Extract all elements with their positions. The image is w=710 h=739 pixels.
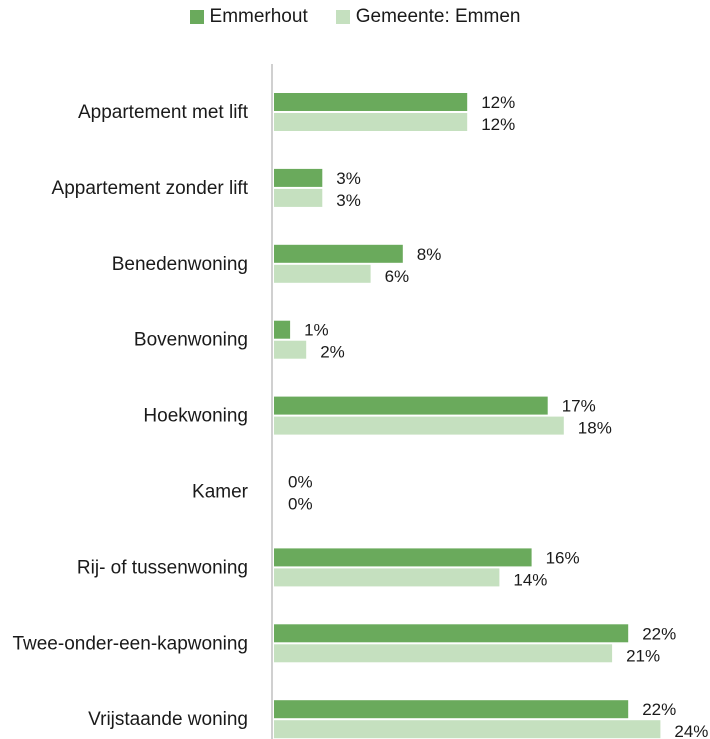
bar-emmerhout: [274, 244, 403, 263]
category-label: Appartement zonder lift: [52, 178, 249, 199]
data-label: 0%: [288, 473, 313, 492]
category-label: Vrijstaande woning: [88, 709, 248, 730]
bar-emmerhout: [274, 624, 629, 643]
bar-gemeente-emmen: [274, 340, 307, 359]
category-label: Twee-onder-een-kapwoning: [12, 633, 248, 654]
data-label: 12%: [481, 93, 515, 112]
data-label: 8%: [417, 245, 442, 264]
legend-label-emmerhout: Emmerhout: [209, 6, 308, 27]
legend-item-gemeente-emmen: Gemeente: Emmen: [335, 6, 521, 28]
legend-item-emmerhout: Emmerhout: [189, 6, 308, 28]
data-label: 14%: [513, 570, 547, 589]
bar-emmerhout: [274, 548, 532, 567]
bar-emmerhout: [274, 168, 323, 187]
data-label: 2%: [320, 343, 345, 362]
bar-emmerhout: [274, 396, 548, 415]
category-label: Rij- of tussenwoning: [77, 557, 248, 578]
bar-emmerhout: [274, 700, 629, 719]
data-label: 16%: [546, 548, 580, 567]
legend-swatch-emmerhout: [189, 10, 204, 24]
bar-gemeente-emmen: [274, 568, 500, 587]
data-label: 1%: [304, 321, 329, 340]
legend-swatch-gemeente-emmen: [335, 10, 350, 24]
data-label: 17%: [562, 397, 596, 416]
category-label: Kamer: [192, 482, 249, 503]
data-label: 18%: [578, 419, 612, 438]
data-label: 24%: [674, 722, 708, 739]
data-label: 22%: [642, 700, 676, 719]
bar-gemeente-emmen: [274, 416, 564, 435]
bar-emmerhout: [274, 320, 291, 339]
data-label: 3%: [336, 191, 361, 210]
bar-emmerhout: [274, 93, 468, 111]
data-label: 3%: [336, 169, 361, 188]
data-label: 22%: [642, 624, 676, 643]
bar-gemeente-emmen: [274, 720, 661, 739]
data-label: 0%: [288, 495, 313, 514]
bar-gemeente-emmen: [274, 113, 468, 131]
legend: Emmerhout Gemeente: Emmen: [0, 6, 710, 28]
data-label: 21%: [626, 646, 660, 665]
bar-gemeente-emmen: [274, 188, 323, 207]
category-label: Appartement met lift: [78, 102, 249, 123]
category-label: Hoekwoning: [143, 406, 248, 427]
data-label: 6%: [385, 267, 410, 286]
legend-label-gemeente-emmen: Gemeente: Emmen: [355, 6, 521, 27]
bar-gemeente-emmen: [274, 264, 371, 283]
category-label: Bovenwoning: [134, 330, 248, 351]
data-label: 12%: [481, 115, 515, 134]
category-label: Benedenwoning: [112, 254, 248, 275]
bar-gemeente-emmen: [274, 644, 613, 663]
